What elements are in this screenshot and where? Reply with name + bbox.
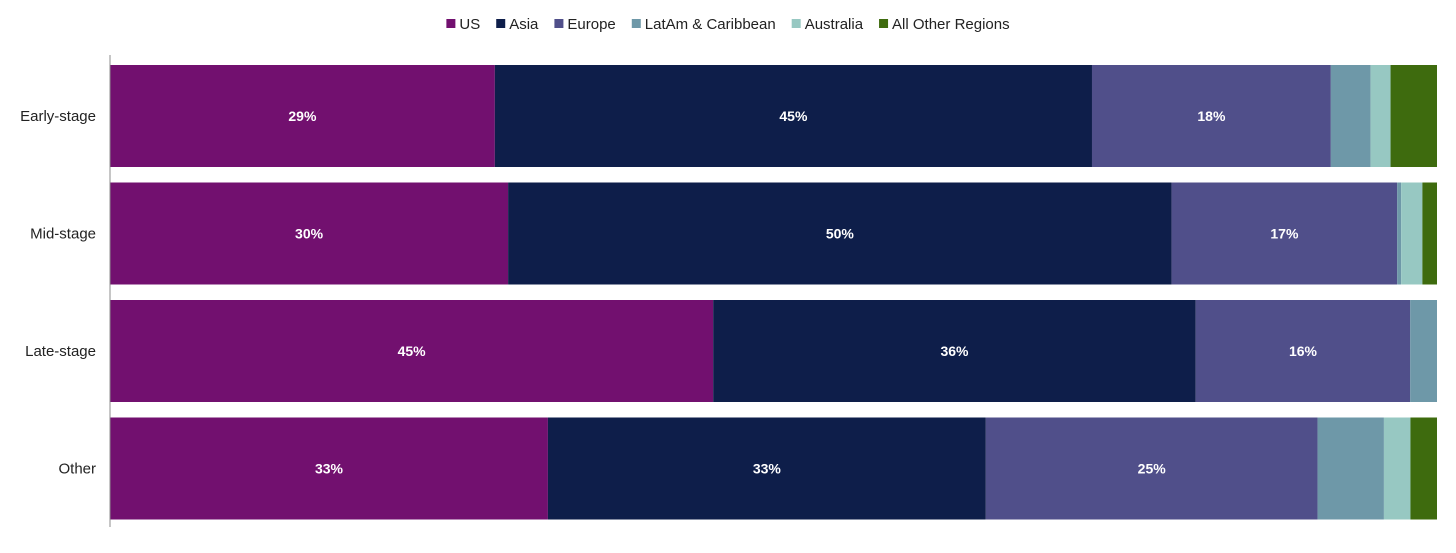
category-label-other: Other	[58, 461, 96, 478]
data-label-mid-stage-asia: 50%	[826, 226, 855, 242]
bar-segment-other-latam-and-caribbean	[1317, 417, 1384, 520]
bar-segment-early-stage-latam-and-caribbean	[1330, 65, 1371, 167]
legend-label-australia: Australia	[805, 16, 864, 33]
bar-segment-late-stage-us	[110, 300, 714, 402]
bar-segment-other-europe	[985, 417, 1318, 520]
bar-segment-other-us	[110, 417, 548, 520]
bar-segment-mid-stage-australia	[1401, 182, 1423, 285]
legend-swatch-australia	[791, 19, 801, 28]
bar-segment-early-stage-all-other-regions	[1390, 65, 1437, 167]
bar-segment-late-stage-latam-and-caribbean	[1410, 300, 1437, 402]
bar-segment-other-australia	[1383, 417, 1411, 520]
data-label-early-stage-asia: 45%	[779, 108, 808, 124]
legend-label-europe: Europe	[567, 16, 615, 33]
legend: US Asia Europe LatAm & Caribbean Australia Al…	[446, 16, 1010, 33]
category-label-late-stage: Late-stage	[25, 343, 96, 360]
data-label-mid-stage-us: 30%	[295, 226, 324, 242]
bar-segment-mid-stage-europe	[1171, 182, 1398, 285]
bar-segment-late-stage-europe	[1195, 300, 1411, 402]
bar-segment-mid-stage-asia	[508, 182, 1172, 285]
legend-label-all-other-regions: All Other Regions	[892, 16, 1010, 33]
data-label-early-stage-us: 29%	[288, 108, 317, 124]
data-label-late-stage-us: 45%	[398, 343, 427, 359]
data-label-other-asia: 33%	[753, 461, 782, 477]
legend-label-latam-and-caribbean: LatAm & Caribbean	[645, 16, 776, 33]
legend-swatch-europe	[554, 19, 564, 28]
bar-segment-early-stage-europe	[1091, 65, 1331, 167]
bar-segment-early-stage-us	[110, 65, 495, 167]
data-label-mid-stage-europe: 17%	[1270, 226, 1299, 242]
bar-segment-late-stage-asia	[713, 300, 1196, 402]
data-label-late-stage-europe: 16%	[1289, 343, 1318, 359]
bar-segment-early-stage-asia	[494, 65, 1092, 167]
data-label-other-europe: 25%	[1138, 461, 1167, 477]
bar-segment-mid-stage-us	[110, 182, 509, 285]
bar-segment-early-stage-australia	[1370, 65, 1391, 167]
bar-segment-other-all-other-regions	[1410, 417, 1437, 520]
data-label-early-stage-europe: 18%	[1197, 108, 1226, 124]
data-label-late-stage-asia: 36%	[940, 343, 969, 359]
bar-segment-mid-stage-latam-and-caribbean	[1397, 182, 1402, 285]
bar-segment-other-asia	[547, 417, 986, 520]
data-label-other-us: 33%	[315, 461, 344, 477]
legend-swatch-us	[446, 19, 456, 28]
legend-swatch-latam-and-caribbean	[631, 19, 641, 28]
bars: 29% 45% 18% 30% 50% 17% 45% 36% 16% 33% 33% 25%	[110, 65, 1437, 520]
bar-segment-mid-stage-all-other-regions	[1422, 182, 1437, 285]
legend-swatch-all-other-regions	[879, 19, 889, 28]
legend-label-us: US	[459, 16, 480, 33]
category-label-mid-stage: Mid-stage	[30, 226, 96, 243]
legend-label-asia: Asia	[509, 16, 539, 33]
category-label-early-stage: Early-stage	[20, 108, 96, 125]
legend-swatch-asia	[496, 19, 506, 28]
